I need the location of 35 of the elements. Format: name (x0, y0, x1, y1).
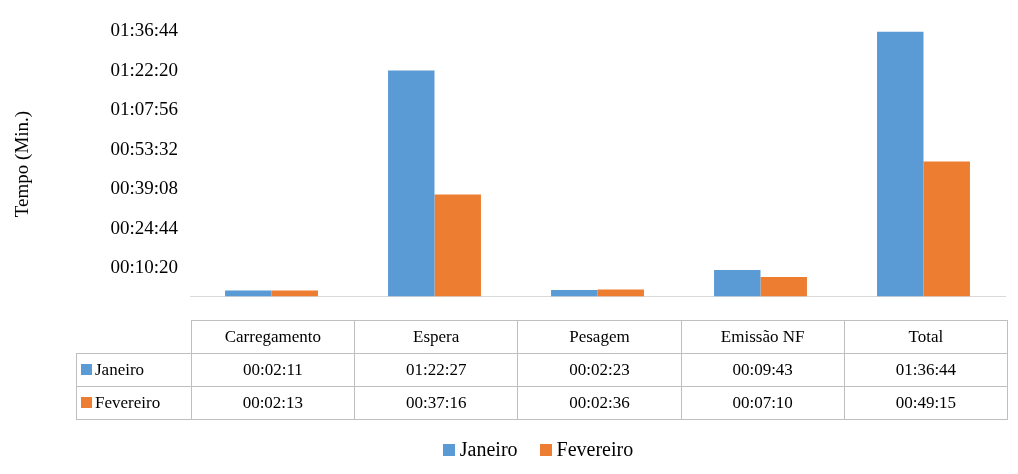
x-tick-label: Total (844, 320, 1008, 354)
data-label: 00:02:23 (517, 353, 682, 387)
y-tick-label: 01:22:20 (110, 58, 178, 80)
data-label: 00:37:16 (354, 386, 518, 420)
legend-label: Janeiro (95, 360, 145, 379)
legend-label: Fevereiro (556, 438, 634, 461)
data-label: 01:22:27 (354, 353, 518, 387)
y-tick-label: 00:10:20 (110, 256, 178, 278)
data-label: 00:02:36 (517, 386, 682, 420)
data-label: 00:02:11 (191, 353, 355, 387)
y-tick-label: 01:07:56 (110, 98, 178, 120)
y-tick-label: 00:24:44 (110, 216, 179, 238)
bar (714, 269, 761, 297)
bar (434, 194, 481, 297)
x-tick-label: Carregamento (191, 320, 355, 354)
bar (877, 31, 924, 297)
y-tick-label: 00:39:08 (110, 177, 178, 199)
x-tick-label: Emissão NF (681, 320, 845, 354)
bar (551, 290, 598, 297)
bar (597, 289, 644, 297)
y-tick-label: 00:53:32 (110, 137, 178, 159)
data-label: 00:07:10 (681, 386, 845, 420)
y-axis-title: Tempo (Min.) (11, 110, 34, 218)
data-label: 00:49:15 (844, 386, 1008, 420)
text: Janeiro (459, 438, 518, 460)
text: Fevereiro (95, 393, 161, 412)
data-label: 01:36:44 (844, 353, 1008, 387)
bar (923, 161, 970, 297)
data-label: 00:09:43 (681, 353, 845, 387)
data-label: 00:02:13 (191, 386, 355, 420)
x-tick-label: Espera (354, 320, 518, 354)
x-tick-label: Pesagem (517, 320, 682, 354)
bar (388, 70, 435, 297)
y-tick-label: 01:36:44 (110, 19, 179, 41)
bar (760, 276, 807, 297)
